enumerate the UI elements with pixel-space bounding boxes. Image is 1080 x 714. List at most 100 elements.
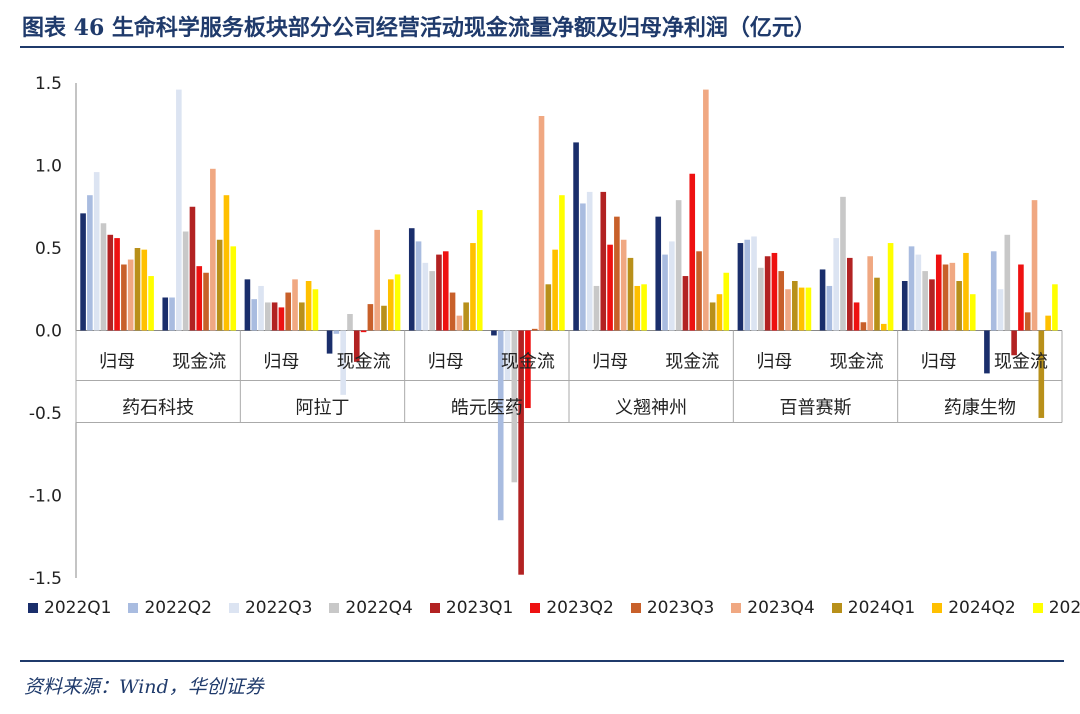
bar (880, 323, 887, 331)
legend-label: 2023Q3 (646, 598, 715, 618)
legend-label: 2024Q3 (1048, 598, 1080, 618)
x-metric-label: 现金流 (501, 352, 555, 373)
bar (758, 267, 764, 331)
bar (210, 168, 216, 331)
legend-item: 2023Q3 (630, 598, 715, 618)
bar (778, 271, 785, 331)
legend-item: 2022Q4 (329, 598, 413, 618)
bar (141, 249, 148, 331)
bar (511, 330, 518, 483)
bar (394, 274, 401, 331)
bar (127, 259, 134, 331)
bar (497, 330, 504, 521)
bar (846, 257, 853, 331)
bar (833, 238, 839, 331)
bar (176, 89, 182, 331)
bar (984, 330, 990, 374)
x-company-label: 药石科技 (122, 398, 194, 419)
bar (182, 231, 189, 331)
bar (969, 294, 976, 331)
bar (436, 254, 442, 331)
bar (990, 251, 997, 331)
bar (442, 251, 449, 331)
bar (771, 252, 778, 331)
bar (333, 330, 340, 334)
bar (696, 251, 702, 331)
bar (662, 254, 668, 331)
bar (93, 172, 100, 331)
bar (251, 299, 258, 331)
bar (189, 206, 196, 331)
bar (997, 289, 1004, 331)
bar (223, 195, 230, 331)
bar (470, 243, 476, 331)
x-company-label: 义翘神州 (615, 398, 687, 419)
bar (559, 195, 565, 331)
legend-swatch (329, 603, 340, 613)
legend-swatch (1032, 603, 1043, 613)
bar (230, 246, 237, 331)
bar (305, 281, 312, 331)
bar (627, 257, 634, 331)
bar (586, 191, 593, 331)
bar (963, 252, 969, 331)
bar (285, 292, 292, 331)
bar (347, 314, 353, 331)
legend-item: 2024Q2 (932, 598, 1016, 618)
legend-swatch (731, 603, 742, 613)
x-company-label: 皓元医药 (451, 398, 523, 419)
bar (607, 244, 613, 331)
x-metric-label: 归母 (592, 352, 628, 373)
bar (408, 228, 415, 331)
legend-swatch (429, 603, 440, 613)
bar (531, 328, 538, 331)
bar (915, 254, 922, 331)
bar (703, 89, 709, 331)
legend-label: 2022Q4 (345, 598, 413, 618)
bar (785, 289, 791, 331)
bar (1052, 284, 1058, 331)
bar (751, 236, 757, 331)
x-metric-label: 现金流 (665, 352, 719, 373)
legend-label: 2022Q1 (44, 598, 112, 618)
legend-item: 2023Q1 (429, 598, 514, 618)
bar (422, 262, 429, 331)
x-metric-label: 现金流 (337, 352, 391, 373)
bar (353, 330, 360, 362)
legend-label: 2023Q1 (445, 598, 514, 618)
title-divider (20, 46, 1064, 48)
x-company-label: 药康生物 (944, 398, 1016, 419)
x-company-label: 阿拉丁 (296, 398, 350, 419)
legend-label: 2024Q1 (847, 598, 916, 618)
bar (764, 256, 771, 331)
bar (853, 302, 860, 331)
bar (538, 116, 545, 331)
bar (723, 272, 730, 331)
bar (326, 330, 333, 354)
bar (271, 302, 278, 331)
bar (449, 292, 456, 331)
y-tick-label: 1.5 (35, 74, 62, 94)
legend-swatch (128, 603, 139, 613)
bar (737, 243, 744, 331)
y-tick-label: -0.5 (29, 404, 62, 424)
bar (655, 216, 662, 331)
bar (340, 330, 346, 395)
bar (265, 302, 271, 331)
bar (545, 284, 552, 331)
legend-swatch (530, 603, 541, 613)
x-metric-label: 归母 (99, 352, 135, 373)
y-tick-label: -1.5 (29, 569, 62, 589)
chart-legend: 2022Q1 2022Q2 2022Q3 2022Q4 2023Q1 2023Q2 2023… (28, 598, 1080, 618)
bar (552, 249, 558, 331)
bar (942, 264, 949, 331)
x-metric-label: 归母 (263, 352, 299, 373)
bar (80, 213, 86, 331)
legend-label: 2023Q2 (546, 598, 614, 618)
bar (367, 304, 374, 331)
legend-swatch (630, 603, 641, 613)
bar (573, 142, 579, 331)
bar (689, 173, 696, 331)
bar (922, 271, 928, 331)
legend-item: 2022Q2 (128, 598, 212, 618)
